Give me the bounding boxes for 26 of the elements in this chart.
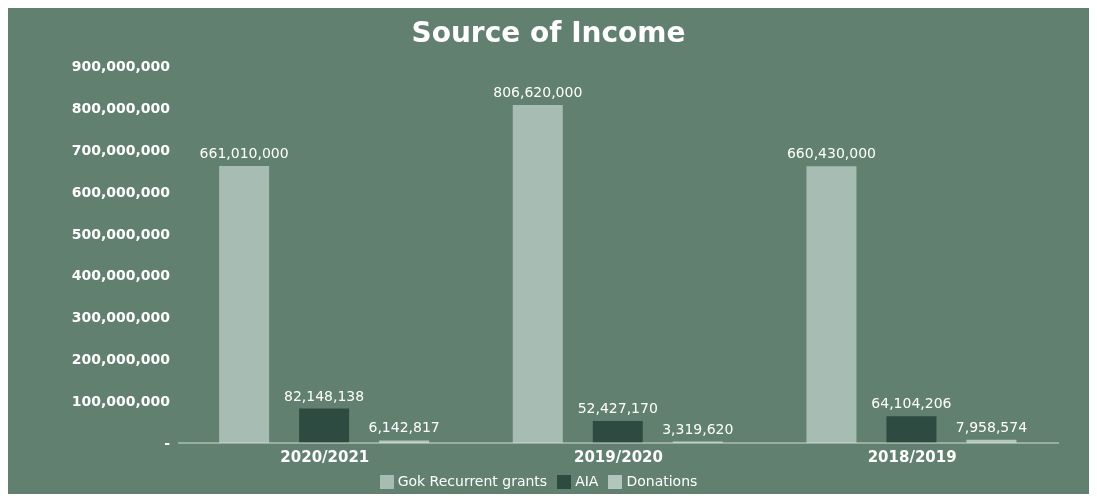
data-label: 660,430,000 [786, 145, 876, 162]
data-label: 806,620,000 [493, 84, 583, 101]
x-tick-label: 2020/2021 [280, 447, 370, 466]
data-label: 6,142,817 [368, 419, 440, 436]
data-label: 661,010,000 [199, 145, 289, 162]
data-label: 52,427,170 [577, 400, 658, 417]
legend-label: Donations [626, 473, 698, 489]
y-tick-label: 800,000,000 [71, 99, 171, 116]
legend-label: Gok Recurrent grants [397, 473, 548, 489]
x-tick-label: 2019/2020 [574, 447, 663, 466]
data-label: 3,319,620 [662, 420, 734, 437]
legend-label: AIA [575, 473, 599, 489]
y-tick-label: 900,000,000 [71, 57, 171, 74]
y-tick-label: 300,000,000 [71, 309, 171, 326]
y-tick-label: 500,000,000 [71, 225, 171, 242]
data-label: 7,958,574 [955, 418, 1028, 435]
y-tick-label: - [164, 434, 171, 451]
y-tick-label: 700,000,000 [71, 141, 171, 158]
x-tick-label: 2018/2019 [867, 447, 957, 466]
data-label: 64,104,206 [871, 395, 952, 412]
y-tick-label: 200,000,000 [71, 351, 171, 368]
y-tick-label: 400,000,000 [71, 267, 171, 284]
y-tick-label: 600,000,000 [71, 183, 171, 200]
chart-title: Source of Income [410, 15, 687, 51]
y-tick-label: 100,000,000 [71, 393, 171, 410]
data-label: 82,148,138 [284, 387, 365, 404]
